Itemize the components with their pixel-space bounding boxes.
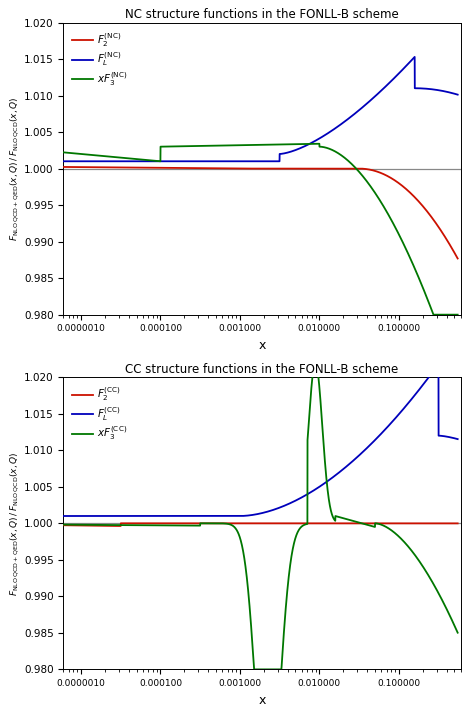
X-axis label: x: x (258, 694, 266, 706)
Title: CC structure functions in the FONLL-B scheme: CC structure functions in the FONLL-B sc… (125, 363, 399, 376)
Y-axis label: $F_{\rm NLO\,QCD+QED}(x,Q)\,/\,F_{\rm NLO\,QCD}(x,Q)$: $F_{\rm NLO\,QCD+QED}(x,Q)\,/\,F_{\rm NL… (8, 451, 21, 596)
X-axis label: x: x (258, 339, 266, 352)
Legend: $F_2^{\rm (NC)}$, $F_L^{\rm (NC)}$, $xF_3^{\rm (NC)}$: $F_2^{\rm (NC)}$, $F_L^{\rm (NC)}$, $xF_… (68, 28, 130, 91)
Title: NC structure functions in the FONLL-B scheme: NC structure functions in the FONLL-B sc… (125, 9, 399, 21)
Y-axis label: $F_{\rm NLO\,QCD+QED}(x,Q)\,/\,F_{\rm NLO\,QCD}(x,Q)$: $F_{\rm NLO\,QCD+QED}(x,Q)\,/\,F_{\rm NL… (8, 97, 21, 241)
Legend: $F_2^{\rm (CC)}$, $F_L^{\rm (CC)}$, $xF_3^{\rm (CC)}$: $F_2^{\rm (CC)}$, $F_L^{\rm (CC)}$, $xF_… (68, 383, 130, 445)
